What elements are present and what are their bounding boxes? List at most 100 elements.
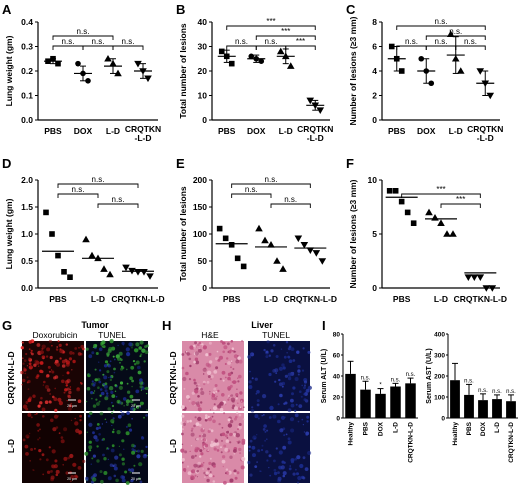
data-point	[255, 224, 263, 232]
texture-dot	[24, 372, 27, 375]
texture-dot	[272, 344, 276, 347]
texture-dot	[88, 422, 93, 427]
texture-dot	[214, 439, 219, 443]
x-tick-label: PBS	[223, 294, 241, 304]
texture-dot	[109, 339, 114, 344]
texture-dot	[66, 387, 70, 391]
panel-letter: E	[176, 156, 185, 171]
texture-dot	[201, 438, 203, 440]
texture-dot	[53, 397, 58, 402]
significance-bracket	[112, 45, 144, 50]
significance-label: n.s.	[464, 37, 477, 46]
texture-dot	[120, 475, 125, 479]
texture-dot	[228, 350, 232, 354]
texture-dot	[117, 357, 121, 361]
texture-dot	[291, 392, 294, 396]
texture-dot	[119, 362, 121, 364]
texture-dot	[199, 449, 203, 453]
texture-dot	[290, 398, 294, 403]
texture-dot	[227, 376, 231, 381]
data-point	[216, 225, 223, 232]
texture-dot	[144, 350, 149, 355]
x-tick-label: L-D	[434, 294, 448, 304]
texture-dot	[280, 415, 286, 420]
row-label: L-D	[168, 439, 178, 453]
texture-dot	[69, 386, 72, 388]
texture-dot	[241, 339, 244, 343]
texture-dot	[89, 449, 92, 452]
y-tick-label: 40	[333, 374, 341, 381]
texture-dot	[274, 380, 277, 383]
texture-dot	[207, 415, 210, 418]
texture-dot	[221, 426, 224, 429]
x-tick-label: Healthy	[348, 422, 355, 446]
texture-dot	[239, 452, 242, 455]
data-point	[55, 60, 61, 67]
data-point	[228, 242, 235, 248]
texture-dot	[248, 380, 252, 384]
texture-dot	[24, 444, 29, 449]
texture-dot	[131, 418, 133, 420]
texture-dot	[202, 438, 207, 442]
texture-dot	[55, 426, 59, 429]
data-point	[61, 269, 67, 275]
texture-dot	[79, 414, 82, 418]
row-label: CRQTKN-L-D	[168, 351, 178, 404]
data-point	[240, 263, 247, 270]
data-point	[443, 230, 451, 237]
texture-dot	[305, 389, 308, 393]
data-point	[258, 58, 265, 64]
texture-dot	[209, 409, 212, 411]
texture-dot	[202, 468, 204, 470]
texture-dot	[303, 384, 307, 387]
y-tick-label: 0.3	[21, 42, 33, 52]
texture-dot	[208, 352, 212, 356]
texture-dot	[109, 463, 114, 467]
panel-letter: B	[176, 2, 185, 17]
texture-dot	[248, 445, 251, 449]
texture-dot	[96, 459, 100, 463]
y-tick-label: 0.0	[21, 115, 33, 125]
texture-dot	[106, 447, 109, 450]
texture-dot	[268, 416, 272, 419]
texture-dot	[49, 355, 53, 360]
texture-dot	[211, 415, 214, 418]
texture-dot	[39, 361, 44, 365]
texture-dot	[240, 465, 245, 470]
texture-dot	[123, 405, 125, 407]
texture-dot	[129, 394, 134, 399]
texture-dot	[183, 387, 186, 390]
texture-dot	[190, 353, 192, 355]
texture-dot	[186, 352, 190, 356]
texture-dot	[210, 440, 214, 444]
texture-dot	[224, 447, 229, 452]
texture-dot	[125, 399, 130, 404]
x-tick-label: L-D	[449, 126, 463, 136]
texture-dot	[197, 404, 201, 408]
texture-dot	[198, 383, 200, 385]
texture-dot	[202, 428, 205, 430]
texture-dot	[281, 460, 285, 464]
y-tick-label: 100	[193, 229, 207, 239]
texture-dot	[230, 340, 234, 343]
texture-dot	[107, 376, 110, 379]
texture-dot	[233, 354, 238, 359]
texture-dot	[136, 454, 141, 459]
texture-dot	[197, 407, 202, 412]
texture-dot	[28, 357, 31, 361]
texture-dot	[25, 434, 30, 439]
texture-dot	[243, 406, 245, 409]
texture-dot	[237, 380, 240, 383]
texture-dot	[69, 404, 72, 407]
texture-dot	[283, 355, 287, 359]
texture-dot	[25, 407, 29, 411]
texture-dot	[204, 416, 208, 420]
texture-dot	[290, 403, 295, 408]
bar	[390, 386, 401, 418]
texture-dot	[302, 424, 304, 426]
texture-dot	[58, 343, 62, 347]
texture-dot	[72, 359, 76, 364]
texture-dot	[223, 345, 228, 350]
texture-dot	[214, 384, 218, 387]
texture-dot	[70, 402, 73, 405]
